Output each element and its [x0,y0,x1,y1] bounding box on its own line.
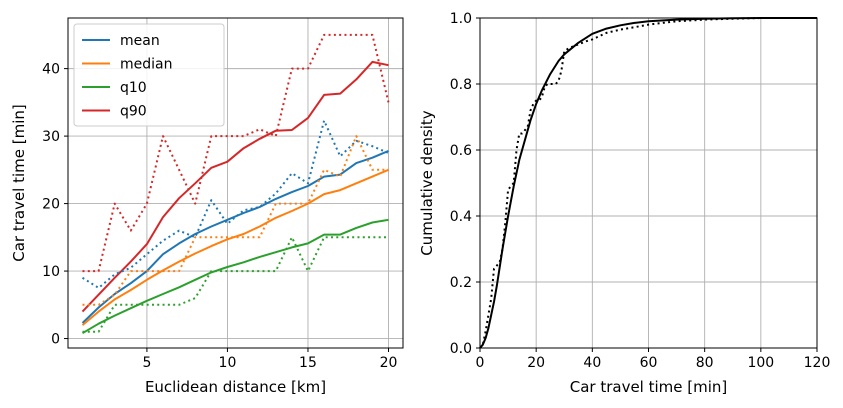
right-y-tick-label: 1.0 [450,11,472,27]
legend-label-mean: mean [120,33,160,49]
left-x-tick-label: 20 [380,355,398,371]
right-y-tick-label: 0.4 [450,209,472,225]
left-y-axis-label: Car travel time [min] [10,104,28,262]
left-series-dotted-line [82,135,389,306]
right-panel: 0 20 40 60 80 100 120 0.0 0.2 0.4 0.6 0.8 1.0 Car tr… [418,11,830,396]
right-lines [479,17,817,349]
left-y-tick-label: 40 [42,62,60,78]
left-y-tick-label: 20 [42,197,60,213]
left-y-tick-label: 0 [51,332,60,348]
left-ticks: 5 10 15 20 0 10 20 30 40 [42,62,397,371]
left-x-tick-label: 15 [299,355,317,371]
right-x-tick-label: 0 [476,355,485,371]
left-y-tick-label: 10 [42,264,60,280]
q10-line [81,218,389,335]
q90-line [81,60,389,313]
legend-box [73,23,225,127]
right-x-tick-label: 80 [696,355,714,371]
right-x-tick-label: 40 [583,355,601,371]
right-x-tick-label: 20 [527,355,545,371]
right-y-tick-label: 0.6 [450,143,472,159]
right-x-tick-label: 120 [804,355,831,371]
legend: mean median q10 q90 [73,23,225,127]
right-y-axis-label: Cumulative density [418,110,436,256]
left-grid [68,18,403,348]
right-x-axis-label: Car travel time [min] [570,378,728,396]
right-ticks: 0 20 40 60 80 100 120 0.0 0.2 0.4 0.6 0.8 1.0 [450,11,831,371]
left-lines [81,33,390,335]
left-x-axis-label: Euclidean distance [km] [145,378,326,396]
right-x-tick-label: 100 [747,355,774,371]
right-y-tick-label: 0.0 [450,341,472,357]
right-grid [479,17,818,349]
legend-label-q10: q10 [120,80,147,96]
legend-label-q90: q90 [120,104,147,120]
left-x-tick-label: 5 [142,355,151,371]
right-y-tick-label: 0.2 [450,275,472,291]
median-line [81,168,389,326]
left-series-dotted-line [82,236,389,333]
left-x-tick-label: 10 [219,355,237,371]
right-x-tick-label: 60 [640,355,658,371]
left-panel: 5 10 15 20 0 10 20 30 40 Euclidean distance [km]… [10,17,404,396]
right-series-solid-line [479,17,817,349]
left-y-tick-label: 30 [42,129,60,145]
left-axes-frame [67,17,404,349]
left-series-dotted-line [82,33,390,273]
legend-label-median: median [120,57,172,73]
right-y-tick-label: 0.8 [450,77,472,93]
